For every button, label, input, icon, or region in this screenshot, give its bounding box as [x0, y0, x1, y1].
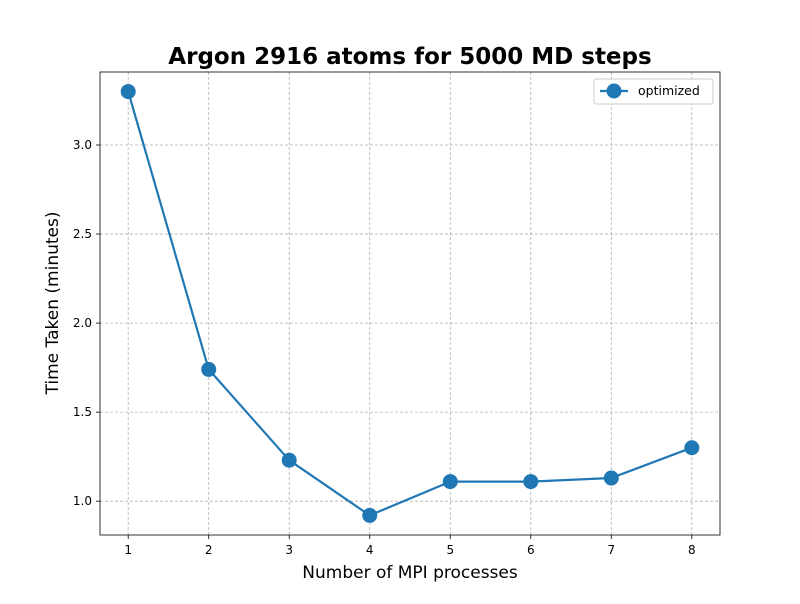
y-tick-label: 1.5 [73, 405, 92, 419]
axes [99, 71, 721, 536]
data-point [201, 361, 217, 377]
x-tick-label: 5 [446, 543, 454, 557]
data-point [603, 470, 619, 486]
legend: optimized [593, 78, 714, 105]
x-tick-label: 4 [366, 543, 374, 557]
data-point [281, 452, 297, 468]
y-tick-label: 3.0 [73, 138, 92, 152]
y-tick-label: 1.0 [73, 494, 92, 508]
legend-marker-swatch [606, 83, 622, 99]
data-point [120, 84, 136, 100]
series-line [127, 91, 693, 517]
x-tick-label: 3 [285, 543, 293, 557]
x-tick-label: 1 [124, 543, 132, 557]
y-tick-label: 2.5 [73, 227, 92, 241]
series-layer [120, 84, 700, 523]
data-point [523, 474, 539, 490]
legend-label: optimized [638, 83, 700, 98]
plot-area-frame [99, 71, 721, 536]
grid-lines [100, 72, 720, 535]
y-axis-label: Time Taken (minutes) [43, 212, 63, 396]
chart-title: Argon 2916 atoms for 5000 MD steps [168, 44, 651, 70]
data-point [684, 440, 700, 456]
x-tick-label: 6 [527, 543, 535, 557]
y-tick-label: 2.0 [73, 316, 92, 330]
x-tick-label: 8 [688, 543, 696, 557]
tick-marks: 1 2 3 4 5 6 7 8 1.0 1.5 2.0 2.5 3.0 [73, 138, 696, 557]
legend-box [593, 78, 714, 105]
x-tick-label: 7 [607, 543, 615, 557]
data-point [442, 474, 458, 490]
data-point [362, 507, 378, 523]
x-tick-label: 2 [205, 543, 213, 557]
x-axis-label: Number of MPI processes [302, 563, 518, 583]
